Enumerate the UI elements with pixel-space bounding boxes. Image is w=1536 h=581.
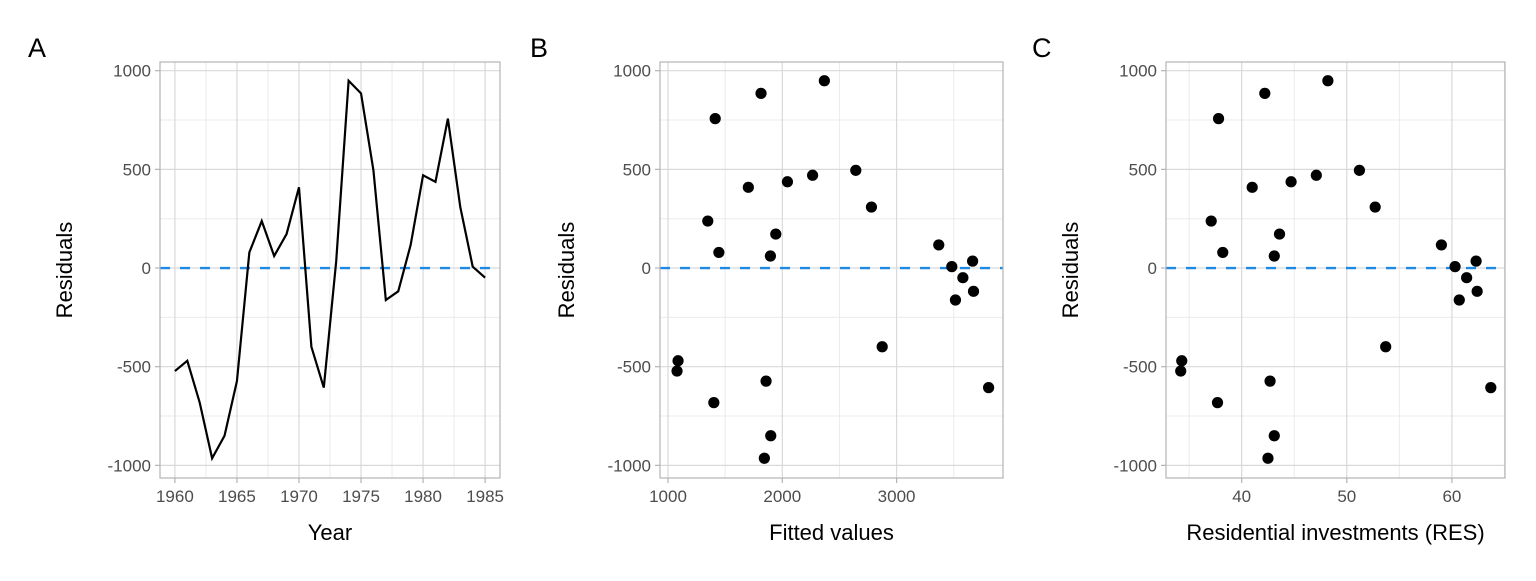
x-axis-title: Residential investments (RES): [1186, 520, 1484, 545]
data-point: [1310, 169, 1322, 181]
data-point: [1264, 375, 1276, 387]
x-tick-label: 1965: [218, 487, 256, 506]
y-tick-label: 0: [142, 259, 151, 278]
data-point: [702, 215, 714, 227]
panel-a: 1960 1965 1970 1975 1980 1985 -1000 -500 0 500 100…: [28, 33, 504, 545]
residual-series-line: [174, 78, 486, 462]
y-tick-label: -500: [117, 358, 151, 377]
data-point: [713, 246, 725, 259]
data-point: [949, 294, 962, 306]
data-point: [1246, 181, 1258, 193]
panel-border: [159, 61, 501, 479]
panel-tag: B: [530, 33, 548, 63]
data-point: [1470, 255, 1482, 267]
y-tick-label: -1000: [108, 456, 151, 475]
data-point: [764, 250, 777, 262]
plot-background: [660, 62, 1003, 478]
y-tick-label: 1000: [613, 62, 651, 81]
data-point: [1461, 272, 1473, 284]
panel-border: [1165, 61, 1506, 479]
data-point: [957, 272, 969, 284]
panel-b: 1000 2000 3000 -1000 -500 0 500 1000 Fitted valu…: [530, 33, 1004, 545]
x-tick-label: 1980: [404, 487, 442, 506]
data-point: [1471, 285, 1483, 297]
panel-tag: C: [1032, 33, 1052, 63]
y-tick-label: -1000: [608, 456, 651, 475]
data-point: [770, 228, 782, 240]
data-point: [876, 341, 888, 353]
data-point: [1212, 113, 1225, 125]
data-point: [1205, 215, 1217, 227]
data-point: [781, 176, 794, 188]
data-point: [850, 164, 862, 176]
panel-border: [659, 61, 1004, 479]
data-point: [1262, 452, 1274, 464]
data-point: [760, 375, 772, 387]
data-point: [708, 397, 720, 409]
x-tick-label: 1985: [466, 487, 504, 506]
data-point: [672, 355, 684, 367]
y-axis-title: Residuals: [554, 222, 579, 319]
y-axis-title: Residuals: [1058, 222, 1083, 319]
data-point: [946, 261, 958, 273]
x-tick-label: 3000: [878, 487, 916, 506]
data-point: [709, 113, 721, 125]
x-tick-label: 1970: [280, 487, 318, 506]
data-point: [982, 382, 995, 394]
data-point: [765, 430, 777, 442]
data-point: [933, 239, 945, 251]
data-point: [1268, 250, 1280, 262]
data-point: [818, 75, 830, 87]
data-point: [967, 285, 980, 297]
x-axis-title: Year: [308, 520, 352, 545]
data-point: [1369, 201, 1381, 213]
x-axis-title: Fitted values: [769, 520, 894, 545]
data-point: [1485, 382, 1497, 394]
data-point: [806, 169, 819, 181]
data-point: [1176, 355, 1188, 367]
y-tick-label: -500: [617, 358, 651, 377]
data-point: [1268, 430, 1280, 442]
data-point: [1353, 164, 1366, 176]
data-point: [865, 201, 878, 213]
x-tick-label: 1960: [156, 487, 194, 506]
panel-c: 40 50 60 -1000 -500 0 500 1000 Residential inves…: [1032, 33, 1506, 545]
y-tick-label: 500: [623, 160, 651, 179]
data-point: [1273, 228, 1286, 240]
data-point: [758, 452, 770, 464]
panel-tag: A: [28, 33, 46, 63]
y-axis-title: Residuals: [52, 222, 77, 319]
data-point: [1435, 239, 1448, 251]
data-point: [966, 255, 979, 267]
data-point: [1211, 397, 1224, 409]
data-point: [1217, 246, 1229, 259]
data-point: [755, 87, 767, 99]
y-tick-label: 1000: [113, 62, 151, 81]
y-tick-label: 0: [642, 259, 651, 278]
data-point: [671, 365, 683, 377]
y-tick-label: 0: [1148, 259, 1157, 278]
x-tick-label: 1000: [649, 487, 687, 506]
y-tick-label: -1000: [1114, 456, 1157, 475]
data-point: [1380, 341, 1392, 353]
x-tick-label: 50: [1337, 487, 1356, 506]
y-tick-label: 500: [1129, 160, 1157, 179]
y-tick-label: -500: [1123, 358, 1157, 377]
data-point: [1285, 176, 1297, 188]
x-tick-label: 2000: [763, 487, 801, 506]
data-point: [1449, 261, 1461, 273]
x-tick-label: 60: [1442, 487, 1461, 506]
y-tick-label: 500: [123, 160, 151, 179]
plot-background: [1166, 62, 1505, 478]
data-point: [1453, 294, 1465, 306]
y-tick-label: 1000: [1119, 62, 1157, 81]
data-point: [1259, 87, 1271, 99]
x-tick-label: 40: [1232, 487, 1251, 506]
data-point: [1322, 75, 1334, 87]
x-tick-label: 1975: [342, 487, 380, 506]
data-point: [742, 181, 754, 193]
data-point: [1175, 365, 1187, 377]
